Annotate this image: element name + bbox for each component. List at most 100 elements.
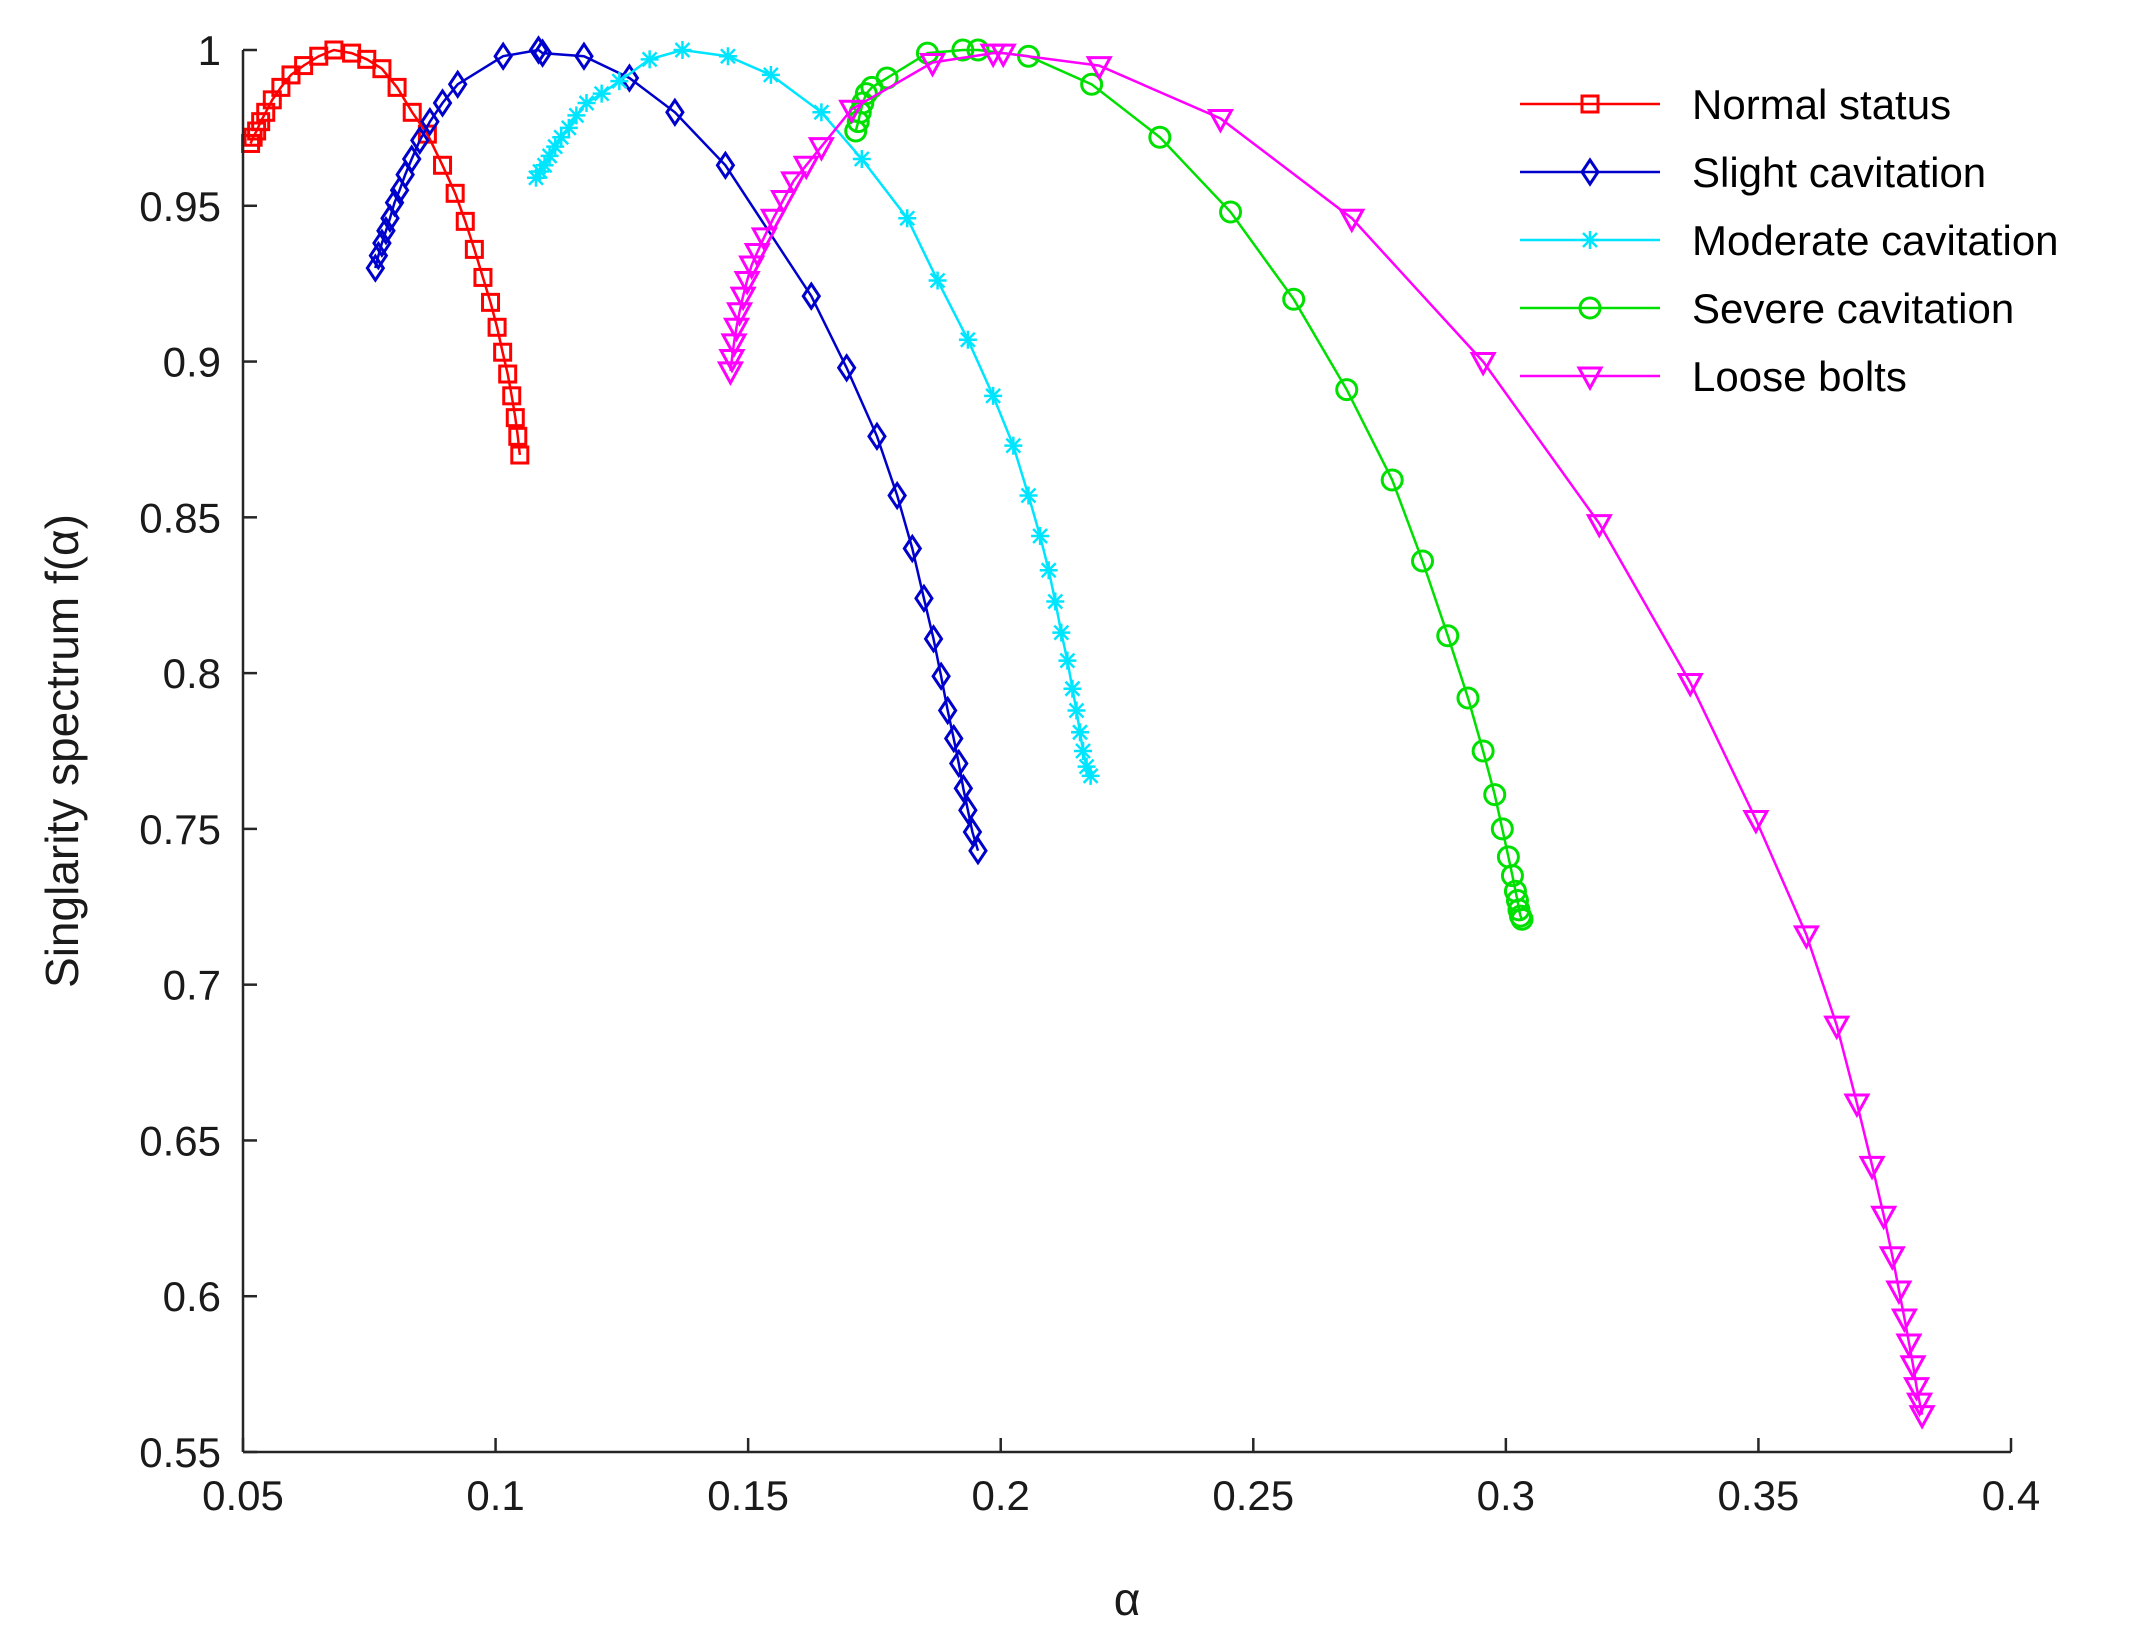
legend-item-moderate-cavitation: Moderate cavitation xyxy=(1520,217,2059,264)
data-point-moderate-cavitation xyxy=(812,103,831,122)
data-point-severe-cavitation xyxy=(1456,686,1480,710)
data-point-loose-bolts xyxy=(743,243,771,268)
series-severe-cavitation xyxy=(844,38,1534,931)
data-point-severe-cavitation xyxy=(1411,549,1435,573)
x-tick-label: 0.35 xyxy=(1718,1472,1800,1519)
data-point-slight-cavitation xyxy=(943,723,964,754)
data-point-severe-cavitation xyxy=(1471,739,1495,763)
axes-layer xyxy=(241,50,2011,1454)
data-point-moderate-cavitation xyxy=(592,84,611,103)
data-point-moderate-cavitation xyxy=(640,50,659,69)
legend-item-severe-cavitation: Severe cavitation xyxy=(1520,285,2014,332)
data-point-moderate-cavitation xyxy=(1004,436,1023,455)
y-tick-label: 0.7 xyxy=(163,962,221,1009)
data-point-severe-cavitation xyxy=(1490,817,1514,841)
y-tick-label: 0.55 xyxy=(139,1429,221,1476)
legend-marker xyxy=(1580,157,1600,187)
data-point-slight-cavitation xyxy=(931,661,951,691)
data-point-loose-bolts xyxy=(1742,810,1770,835)
legend-label: Severe cavitation xyxy=(1692,285,2014,332)
legend-item-normal-status: Normal status xyxy=(1520,81,1951,128)
data-point-loose-bolts xyxy=(1885,1280,1913,1306)
data-point-loose-bolts xyxy=(1792,925,1820,950)
data-point-normal-status xyxy=(402,102,422,122)
data-point-slight-cavitation xyxy=(493,41,513,71)
data-point-moderate-cavitation xyxy=(852,150,871,169)
data-point-loose-bolts xyxy=(1206,109,1234,134)
y-tick-label: 0.85 xyxy=(139,494,221,541)
data-point-normal-status xyxy=(505,408,525,428)
x-tick-label: 0.25 xyxy=(1212,1472,1294,1519)
data-point-loose-bolts xyxy=(918,52,947,78)
data-point-loose-bolts xyxy=(807,137,835,162)
data-point-normal-status xyxy=(433,155,453,175)
data-point-loose-bolts xyxy=(989,43,1017,69)
y-tick-label: 0.6 xyxy=(163,1273,221,1320)
series-line-severe-cavitation xyxy=(854,48,1524,920)
data-point-moderate-cavitation xyxy=(1039,561,1058,580)
data-point-loose-bolts xyxy=(1903,1377,1931,1402)
data-point-normal-status xyxy=(464,239,484,259)
data-point-moderate-cavitation xyxy=(577,93,596,112)
series-line-normal-status xyxy=(249,48,522,456)
data-point-loose-bolts xyxy=(838,99,866,125)
legend-marker xyxy=(1578,296,1602,320)
data-point-moderate-cavitation xyxy=(718,47,737,66)
data-point-loose-bolts xyxy=(1676,672,1704,698)
data-point-normal-status xyxy=(508,426,528,446)
legend-marker xyxy=(1581,231,1599,249)
data-point-normal-status xyxy=(498,364,518,384)
data-point-normal-status xyxy=(493,342,513,362)
data-point-moderate-cavitation xyxy=(1052,623,1071,642)
data-point-loose-bolts xyxy=(1906,1392,1934,1418)
series-slight-cavitation xyxy=(365,35,988,866)
data-point-severe-cavitation xyxy=(1080,72,1104,96)
data-point-loose-bolts xyxy=(1338,208,1366,234)
data-point-moderate-cavitation xyxy=(1071,723,1090,742)
data-point-moderate-cavitation xyxy=(610,72,629,91)
data-point-normal-status xyxy=(271,77,291,97)
data-point-severe-cavitation xyxy=(1148,125,1172,149)
x-tick-label: 0.3 xyxy=(1477,1472,1535,1519)
data-point-loose-bolts xyxy=(1878,1246,1906,1271)
data-point-slight-cavitation xyxy=(432,88,453,118)
data-point-normal-status xyxy=(372,59,392,79)
data-point-moderate-cavitation xyxy=(1031,527,1050,546)
legend-label: Loose bolts xyxy=(1692,353,1907,400)
data-point-severe-cavitation xyxy=(1483,783,1507,807)
data-point-slight-cavitation xyxy=(923,624,944,654)
series-loose-bolts xyxy=(716,43,1936,1430)
data-point-moderate-cavitation xyxy=(1046,592,1065,611)
data-point-loose-bolts xyxy=(1823,1015,1851,1041)
legend-label: Normal status xyxy=(1692,81,1951,128)
data-point-moderate-cavitation xyxy=(546,137,565,156)
data-point-moderate-cavitation xyxy=(1058,651,1077,670)
y-ticks: 0.55 0.6 0.65 0.7 0.75 0.8 0.85 0.9 0.95 1 xyxy=(139,27,257,1476)
data-point-slight-cavitation xyxy=(937,695,958,726)
data-point-loose-bolts xyxy=(769,190,798,215)
data-point-moderate-cavitation xyxy=(1067,701,1086,720)
data-point-moderate-cavitation xyxy=(567,106,586,125)
data-point-moderate-cavitation xyxy=(1063,679,1082,698)
data-point-slight-cavitation xyxy=(962,817,983,847)
y-axis-label: Singlarity spectrum f(α) xyxy=(36,514,88,988)
data-point-moderate-cavitation xyxy=(673,41,692,59)
legend-item-slight-cavitation: Slight cavitation xyxy=(1520,149,1986,196)
series-line-loose-bolts xyxy=(729,51,1924,1415)
data-point-slight-cavitation xyxy=(953,773,974,804)
data-point-loose-bolts xyxy=(1899,1355,1927,1380)
data-point-severe-cavitation xyxy=(966,38,990,62)
data-point-severe-cavitation xyxy=(1436,624,1460,648)
data-point-slight-cavitation xyxy=(836,353,857,383)
data-point-moderate-cavitation xyxy=(1019,486,1038,505)
data-point-loose-bolts xyxy=(1895,1333,1923,1359)
data-point-normal-status xyxy=(481,292,501,312)
legend: Normal status Slight cavitation Moderate c… xyxy=(1520,81,2059,400)
data-point-slight-cavitation xyxy=(948,748,969,779)
legend-marker xyxy=(1580,94,1600,114)
data-point-loose-bolts xyxy=(759,208,787,234)
data-point-slight-cavitation xyxy=(619,63,640,93)
legend-item-loose-bolts: Loose bolts xyxy=(1520,353,1907,400)
